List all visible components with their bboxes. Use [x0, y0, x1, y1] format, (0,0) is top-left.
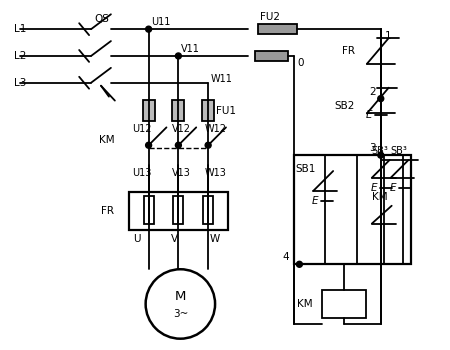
Text: L3: L3	[14, 78, 26, 88]
Text: SB1: SB1	[296, 164, 316, 174]
Circle shape	[205, 142, 211, 148]
Text: KM: KM	[99, 135, 115, 145]
Bar	[202, 100, 214, 121]
Text: E: E	[312, 196, 319, 206]
Text: U13: U13	[132, 168, 151, 178]
Bar	[173, 196, 178, 224]
Text: FR: FR	[101, 206, 114, 216]
Text: U11: U11	[152, 17, 171, 27]
Bar	[143, 100, 154, 121]
Text: 2: 2	[369, 87, 376, 97]
Text: 3~: 3~	[173, 309, 188, 319]
Text: V: V	[171, 234, 178, 245]
Bar	[148, 196, 153, 224]
Text: U12: U12	[132, 124, 151, 134]
Text: KM: KM	[372, 192, 387, 202]
Text: W12: W12	[205, 124, 227, 134]
Bar	[172, 100, 184, 121]
Text: W13: W13	[205, 168, 227, 178]
Text: E: E	[389, 183, 396, 193]
Bar	[322, 290, 366, 318]
Text: 3: 3	[369, 143, 376, 153]
Circle shape	[176, 142, 181, 148]
Bar	[294, 155, 410, 264]
Circle shape	[146, 26, 152, 32]
Bar	[178, 196, 183, 224]
Text: 4: 4	[283, 252, 289, 262]
Bar	[129, 192, 228, 230]
Text: L2: L2	[14, 51, 26, 61]
Text: V13: V13	[171, 168, 190, 178]
Text: FR: FR	[342, 46, 355, 56]
Text: E: E	[365, 111, 372, 120]
Circle shape	[146, 142, 152, 148]
Text: M: M	[175, 289, 186, 302]
Bar	[144, 196, 149, 224]
Circle shape	[378, 152, 384, 158]
Bar	[208, 196, 213, 224]
Text: 1: 1	[385, 31, 392, 41]
Text: W: W	[210, 234, 220, 245]
Text: SB³: SB³	[391, 146, 408, 156]
Text: W11: W11	[211, 74, 233, 84]
Circle shape	[378, 96, 384, 102]
Text: E: E	[370, 183, 377, 193]
Text: QS: QS	[94, 14, 109, 24]
Text: FU1: FU1	[216, 105, 236, 116]
Text: L1: L1	[14, 24, 26, 34]
Circle shape	[176, 53, 181, 59]
Text: SB2: SB2	[335, 100, 355, 111]
Text: V11: V11	[181, 44, 200, 54]
Text: SB³: SB³	[372, 146, 389, 156]
Bar	[203, 196, 208, 224]
Text: U: U	[133, 234, 140, 245]
Text: 0: 0	[297, 58, 304, 68]
Bar	[255, 51, 288, 61]
Text: V12: V12	[171, 124, 190, 134]
Text: KM: KM	[297, 299, 313, 309]
Text: FU2: FU2	[260, 12, 280, 22]
Circle shape	[297, 261, 302, 267]
Bar	[258, 24, 297, 34]
